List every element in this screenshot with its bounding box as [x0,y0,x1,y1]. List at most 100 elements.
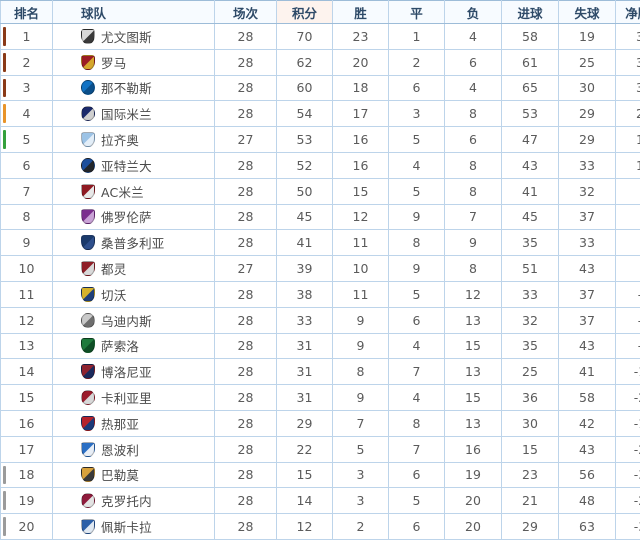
team-cell[interactable]: 克罗托内 [53,488,215,514]
rank-value: 20 [19,519,35,534]
team-cell[interactable]: 博洛尼亚 [53,359,215,385]
torino-crest [81,261,95,276]
team-cell[interactable]: 佩斯卡拉 [53,514,215,540]
goals-for-cell: 53 [502,101,559,127]
table-row[interactable]: 4国际米兰28541738532924 [1,101,640,127]
column-header-draw[interactable]: 平 [389,1,445,24]
team-cell[interactable]: 罗马 [53,49,215,75]
column-header-goals-for[interactable]: 进球 [502,1,559,24]
column-header-win[interactable]: 胜 [333,1,389,24]
draws-cell: 7 [389,436,445,462]
goal-difference-cell: 2 [616,230,640,256]
goal-difference-cell: 8 [616,204,640,230]
goals-for-cell: 58 [502,24,559,50]
team-cell[interactable]: 恩波利 [53,436,215,462]
team-cell[interactable]: 巴勒莫 [53,462,215,488]
table-row[interactable]: 3那不勒斯28601864653035 [1,75,640,101]
goals-against-cell: 42 [559,410,616,436]
goals-against-cell: 32 [559,178,616,204]
rank-cell: 18 [1,462,53,488]
team-name: 乌迪内斯 [101,311,152,330]
team-name: 萨索洛 [101,336,139,355]
goals-against-cell: 58 [559,385,616,411]
goals-for-cell: 29 [502,514,559,540]
team-cell[interactable]: 乌迪内斯 [53,307,215,333]
sampdoria-crest [81,235,95,250]
rank-cell: 1 [1,24,53,50]
losses-cell: 8 [445,152,502,178]
team-cell[interactable]: 萨索洛 [53,333,215,359]
team-cell[interactable]: AC米兰 [53,178,215,204]
column-header-played[interactable]: 场次 [215,1,277,24]
rank-value: 16 [19,416,35,431]
points-cell: 15 [277,462,333,488]
column-header-goal-difference[interactable]: 净胜球 [616,1,640,24]
team-cell[interactable]: 都灵 [53,256,215,282]
table-row[interactable]: 8佛罗伦萨2845129745378 [1,204,640,230]
matches-played-cell: 28 [215,462,277,488]
goals-for-cell: 43 [502,152,559,178]
zone-indicator-bar [3,53,6,72]
team-cell[interactable]: 国际米兰 [53,101,215,127]
draws-cell: 1 [389,24,445,50]
points-cell: 50 [277,178,333,204]
team-cell[interactable]: 尤文图斯 [53,24,215,50]
rank-cell: 4 [1,101,53,127]
team-cell[interactable]: 桑普多利亚 [53,230,215,256]
goals-for-cell: 33 [502,281,559,307]
column-header-goals-against[interactable]: 失球 [559,1,616,24]
zone-indicator-bar [3,130,6,149]
table-row[interactable]: 1尤文图斯28702314581939 [1,24,640,50]
goal-difference-cell: -28 [616,436,640,462]
points-cell: 31 [277,385,333,411]
draws-cell: 6 [389,75,445,101]
team-cell[interactable]: 佛罗伦萨 [53,204,215,230]
goal-difference-cell: -22 [616,385,640,411]
team-cell[interactable]: 切沃 [53,281,215,307]
team-cell[interactable]: 亚特兰大 [53,152,215,178]
matches-played-cell: 28 [215,307,277,333]
rank-value: 5 [23,132,31,147]
column-header-loss[interactable]: 负 [445,1,502,24]
table-row[interactable]: 5拉齐奥27531656472918 [1,127,640,153]
column-header-points[interactable]: 积分 [277,1,333,24]
rank-value: 15 [19,390,35,405]
table-row[interactable]: 9桑普多利亚2841118935332 [1,230,640,256]
draws-cell: 5 [389,488,445,514]
goals-for-cell: 41 [502,178,559,204]
rank-cell: 3 [1,75,53,101]
wins-cell: 20 [333,49,389,75]
rank-cell: 14 [1,359,53,385]
wins-cell: 9 [333,385,389,411]
points-cell: 12 [277,514,333,540]
column-header-team[interactable]: 球队 [53,1,215,24]
team-cell[interactable]: 拉齐奥 [53,127,215,153]
table-row[interactable]: 6亚特兰大28521648433310 [1,152,640,178]
goal-difference-cell: 39 [616,24,640,50]
table-row[interactable]: 2罗马28622026612536 [1,49,640,75]
table-row[interactable]: 10都灵2739109851438 [1,256,640,282]
matches-played-cell: 28 [215,488,277,514]
zone-indicator-bar [3,491,6,510]
team-cell[interactable]: 卡利亚里 [53,385,215,411]
table-header: 排名 球队 场次 积分 胜 平 负 进球 失球 净胜球 [1,1,640,24]
team-cell[interactable]: 那不勒斯 [53,75,215,101]
points-cell: 41 [277,230,333,256]
rank-value: 11 [19,287,35,302]
team-cell[interactable]: 热那亚 [53,410,215,436]
matches-played-cell: 28 [215,281,277,307]
table-row[interactable]: 7AC米兰2850155841329 [1,178,640,204]
points-cell: 33 [277,307,333,333]
column-header-rank[interactable]: 排名 [1,1,53,24]
